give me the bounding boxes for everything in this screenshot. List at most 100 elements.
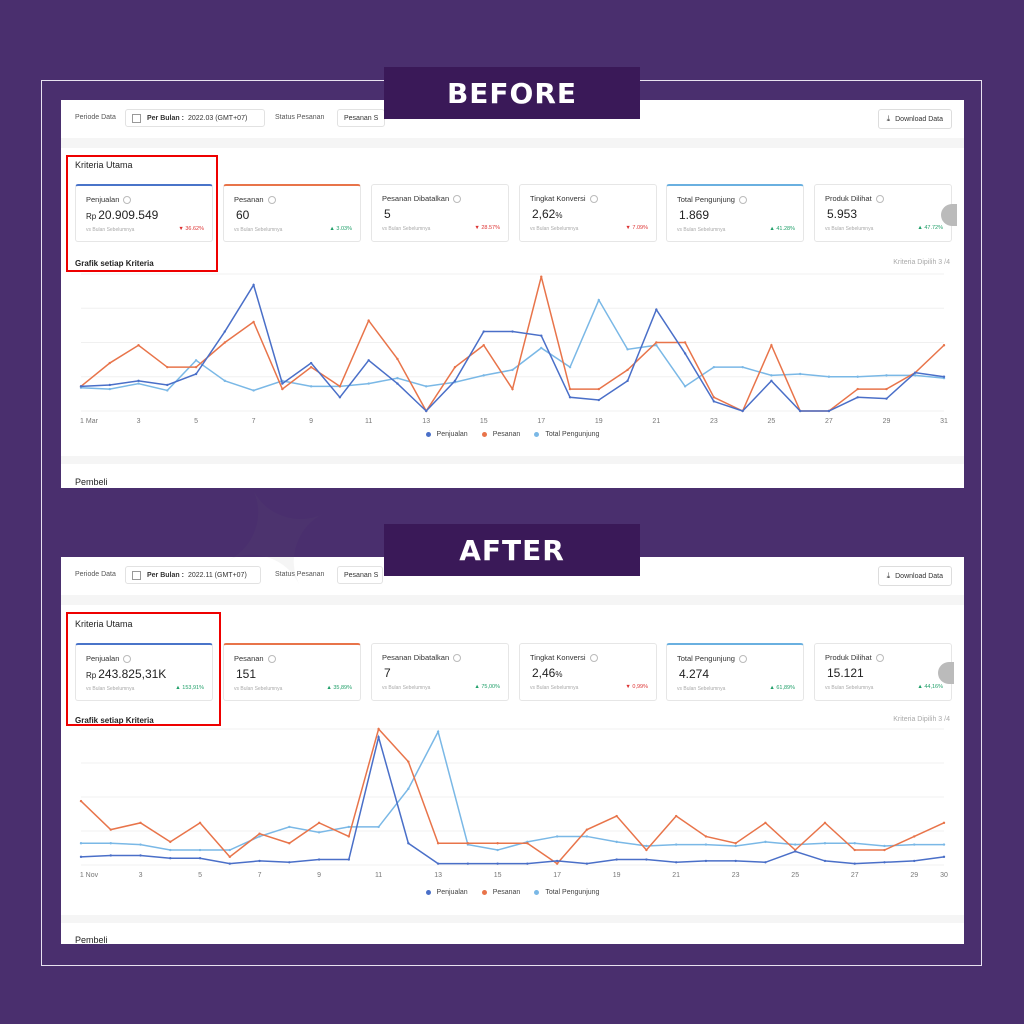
- data-point[interactable]: [555, 862, 559, 865]
- metric-card[interactable]: Pesanan Dibatalkan 5 vs Bulan Sebelumnya ▼ …: [371, 184, 509, 242]
- data-point[interactable]: [79, 842, 83, 845]
- data-point[interactable]: [79, 799, 83, 803]
- data-point[interactable]: [139, 821, 142, 825]
- data-point[interactable]: [466, 862, 470, 865]
- data-point[interactable]: [645, 858, 648, 861]
- data-point[interactable]: [137, 379, 140, 383]
- data-point[interactable]: [794, 850, 797, 853]
- legend-item[interactable]: Pesanan: [481, 889, 520, 896]
- data-point[interactable]: [407, 760, 410, 763]
- legend-item[interactable]: Pesanan: [481, 431, 520, 438]
- data-point[interactable]: [194, 372, 198, 376]
- status-select[interactable]: Pesanan S: [337, 566, 383, 584]
- metric-card[interactable]: Tingkat Konversi 2,46% vs Bulan Sebelumnya…: [519, 643, 657, 701]
- data-point[interactable]: [166, 389, 169, 392]
- download-button[interactable]: ⤓ Download Data: [877, 109, 952, 129]
- data-point[interactable]: [615, 858, 618, 861]
- data-point[interactable]: [309, 365, 313, 369]
- data-point[interactable]: [615, 840, 618, 844]
- data-point[interactable]: [496, 848, 499, 852]
- data-point[interactable]: [496, 842, 499, 845]
- metric-card[interactable]: Total Pengunjung 1.869 vs Bulan Sebelumnya…: [666, 184, 804, 242]
- data-point[interactable]: [137, 382, 140, 385]
- data-point[interactable]: [597, 298, 600, 302]
- data-point[interactable]: [347, 825, 351, 829]
- data-point[interactable]: [645, 848, 648, 852]
- data-point[interactable]: [764, 821, 767, 825]
- download-button[interactable]: ⤓ Download Data: [877, 566, 952, 586]
- data-point[interactable]: [288, 861, 291, 864]
- data-point[interactable]: [108, 361, 111, 365]
- data-point[interactable]: [585, 835, 589, 838]
- data-point[interactable]: [347, 835, 351, 838]
- data-point[interactable]: [407, 787, 410, 791]
- data-point[interactable]: [139, 854, 142, 857]
- data-point[interactable]: [683, 341, 687, 344]
- data-point[interactable]: [823, 842, 827, 845]
- data-point[interactable]: [798, 409, 802, 413]
- data-point[interactable]: [317, 821, 321, 825]
- data-point[interactable]: [288, 825, 291, 829]
- period-selector[interactable]: Per Bulan : 2022.03 (GMT+07): [125, 109, 265, 127]
- data-point[interactable]: [367, 319, 370, 322]
- data-point[interactable]: [496, 862, 499, 865]
- data-point[interactable]: [942, 375, 946, 378]
- data-point[interactable]: [913, 859, 916, 863]
- data-point[interactable]: [198, 821, 202, 825]
- data-point[interactable]: [198, 848, 202, 852]
- data-point[interactable]: [79, 855, 83, 859]
- data-point[interactable]: [281, 387, 284, 391]
- data-point[interactable]: [674, 861, 678, 864]
- data-point[interactable]: [741, 365, 744, 369]
- data-point[interactable]: [223, 330, 227, 333]
- metric-card[interactable]: Pesanan 151 vs Bulan Sebelumnya ▲ 35,89%: [223, 643, 361, 701]
- data-point[interactable]: [585, 862, 589, 865]
- data-point[interactable]: [655, 308, 658, 311]
- data-point[interactable]: [482, 330, 485, 333]
- period-selector[interactable]: Per Bulan : 2022.11 (GMT+07): [125, 566, 261, 584]
- data-point[interactable]: [338, 385, 342, 388]
- data-point[interactable]: [942, 855, 946, 859]
- data-point[interactable]: [770, 379, 773, 383]
- data-point[interactable]: [734, 859, 737, 863]
- data-point[interactable]: [853, 842, 856, 845]
- data-point[interactable]: [856, 375, 859, 378]
- data-point[interactable]: [309, 361, 313, 365]
- data-point[interactable]: [436, 730, 440, 733]
- metric-card[interactable]: Pesanan 60 vs Bulan Sebelumnya ▲ 3.03%: [223, 184, 361, 242]
- data-point[interactable]: [526, 842, 529, 845]
- data-point[interactable]: [108, 383, 111, 387]
- data-point[interactable]: [655, 341, 658, 344]
- data-point[interactable]: [317, 831, 321, 834]
- data-point[interactable]: [734, 844, 737, 848]
- data-point[interactable]: [655, 344, 658, 347]
- data-point[interactable]: [683, 385, 687, 388]
- data-point[interactable]: [853, 862, 856, 865]
- data-point[interactable]: [626, 348, 629, 351]
- data-point[interactable]: [347, 858, 351, 861]
- data-point[interactable]: [223, 379, 227, 383]
- data-point[interactable]: [511, 368, 514, 372]
- data-point[interactable]: [436, 862, 440, 865]
- data-point[interactable]: [645, 844, 648, 848]
- data-point[interactable]: [317, 858, 321, 861]
- data-point[interactable]: [137, 344, 140, 347]
- data-point[interactable]: [377, 735, 380, 739]
- data-point[interactable]: [704, 859, 708, 863]
- data-point[interactable]: [511, 330, 514, 333]
- data-point[interactable]: [396, 376, 399, 380]
- data-point[interactable]: [770, 344, 773, 347]
- data-point[interactable]: [568, 387, 572, 391]
- data-point[interactable]: [597, 387, 600, 391]
- data-point[interactable]: [377, 727, 380, 731]
- data-point[interactable]: [885, 387, 888, 391]
- data-point[interactable]: [309, 385, 313, 388]
- data-point[interactable]: [288, 842, 291, 845]
- data-point[interactable]: [626, 368, 629, 372]
- data-point[interactable]: [109, 828, 112, 831]
- metric-card[interactable]: Total Pengunjung 4.274 vs Bulan Sebelumnya…: [666, 643, 804, 701]
- data-point[interactable]: [913, 835, 916, 838]
- data-point[interactable]: [540, 346, 543, 350]
- legend-item[interactable]: Penjualan: [425, 889, 468, 896]
- data-point[interactable]: [169, 848, 172, 852]
